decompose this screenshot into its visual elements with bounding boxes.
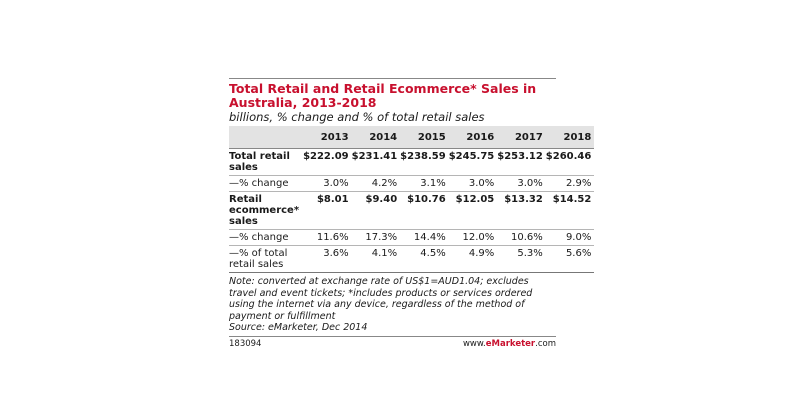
table-cell: 3.0% — [448, 175, 498, 192]
table-cell: 10.6% — [497, 229, 546, 246]
table-row-ecommerce-change: —% change 11.6% 17.3% 14.4% 12.0% 10.6% … — [229, 229, 595, 246]
row-label: —% of total retail sales — [229, 245, 304, 273]
header-cell-2018: 2018 — [545, 126, 595, 149]
table-cell: 4.9% — [448, 245, 498, 273]
table-row-total-retail-change: —% change 3.0% 4.2% 3.1% 3.0% 3.0% 2.9% — [229, 175, 595, 192]
table-cell: 4.2% — [351, 175, 401, 192]
table-cell: $13.32 — [497, 191, 546, 230]
table-cell: $245.75 — [448, 148, 498, 176]
table-cell: $12.05 — [448, 191, 498, 230]
table-row-ecommerce-share: —% of total retail sales 3.6% 4.1% 4.5% … — [229, 245, 595, 273]
header-cell-2017: 2017 — [497, 126, 546, 149]
brand-prefix: www. — [462, 338, 486, 349]
table-row-retail-ecommerce-sales: Retail ecommerce* sales $8.01 $9.40 $10.… — [229, 191, 595, 230]
table-cell: 3.6% — [303, 245, 352, 273]
chart-footer: 183094 www.eMarketer.com — [229, 337, 556, 349]
header-cell-2014: 2014 — [351, 126, 401, 149]
table-cell: 3.1% — [400, 175, 449, 192]
brand-url: www.eMarketer.com — [463, 339, 556, 349]
table-cell: $231.41 — [351, 148, 401, 176]
table-cell: 14.4% — [400, 229, 449, 246]
table-cell: 11.6% — [303, 229, 352, 246]
brand-suffix: .com — [535, 338, 556, 349]
note-text: Note: converted at exchange rate of US$1… — [229, 276, 533, 322]
header-cell-label — [229, 126, 304, 149]
data-table: 2013 2014 2015 2016 2017 2018 Total reta… — [229, 126, 595, 273]
chart-title: Total Retail and Retail Ecommerce* Sales… — [229, 78, 556, 110]
row-label: —% change — [229, 175, 304, 192]
header-cell-2016: 2016 — [448, 126, 498, 149]
chart-note: Note: converted at exchange rate of US$1… — [229, 273, 556, 337]
table-cell: $238.59 — [400, 148, 449, 176]
table-row-total-retail-sales: Total retail sales $222.09 $231.41 $238.… — [229, 148, 595, 176]
table-cell: $260.46 — [545, 148, 595, 176]
table-cell: $222.09 — [303, 148, 352, 176]
row-label: Retail ecommerce* sales — [229, 191, 304, 230]
chart-subtitle: billions, % change and % of total retail… — [229, 110, 485, 124]
row-label: Total retail sales — [229, 148, 304, 176]
table-cell: $10.76 — [400, 191, 449, 230]
brand-name: eMarketer — [485, 338, 536, 349]
header-cell-2015: 2015 — [400, 126, 449, 149]
chart-id: 183094 — [229, 338, 262, 349]
chart-card: Total Retail and Retail Ecommerce* Sales… — [229, 78, 595, 349]
table-cell: $8.01 — [303, 191, 352, 230]
header-cell-2013: 2013 — [303, 126, 352, 149]
row-label: —% change — [229, 229, 304, 246]
source-text: Source: eMarketer, Dec 2014 — [229, 322, 368, 333]
table-cell: 4.1% — [351, 245, 401, 273]
header-row: 2013 2014 2015 2016 2017 2018 — [229, 126, 595, 149]
table-cell: 3.0% — [497, 175, 546, 192]
table-cell: 17.3% — [351, 229, 401, 246]
table-cell: 5.6% — [545, 245, 595, 273]
table-cell: 9.0% — [545, 229, 595, 246]
table-cell: 5.3% — [497, 245, 546, 273]
table-cell: 4.5% — [400, 245, 449, 273]
table-cell: $253.12 — [497, 148, 546, 176]
table-cell: 2.9% — [545, 175, 595, 192]
table-cell: $9.40 — [351, 191, 401, 230]
table-cell: 12.0% — [448, 229, 498, 246]
table-cell: 3.0% — [303, 175, 352, 192]
table-cell: $14.52 — [545, 191, 595, 230]
